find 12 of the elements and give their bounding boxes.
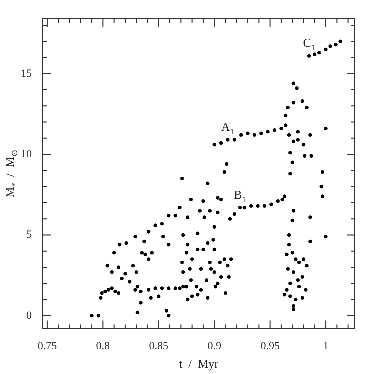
y-axis-title: M* / M⊙ (3, 150, 20, 198)
x-tick-label: 0.9 (208, 340, 222, 352)
x-tick-label: 1 (323, 340, 329, 352)
y-tick-label: 10 (21, 148, 32, 160)
x-tick-label: 0.75 (38, 340, 58, 352)
y-tick-label: 5 (26, 229, 32, 242)
x-tick-label: 0.95 (260, 340, 280, 352)
x-tick-label: 0.8 (96, 340, 111, 352)
y-tick-label: 0 (26, 310, 32, 322)
y-tick-label: 15 (21, 68, 32, 80)
x-tick-label: 0.85 (149, 340, 170, 352)
x-axis-title: t / Myr (179, 357, 219, 371)
